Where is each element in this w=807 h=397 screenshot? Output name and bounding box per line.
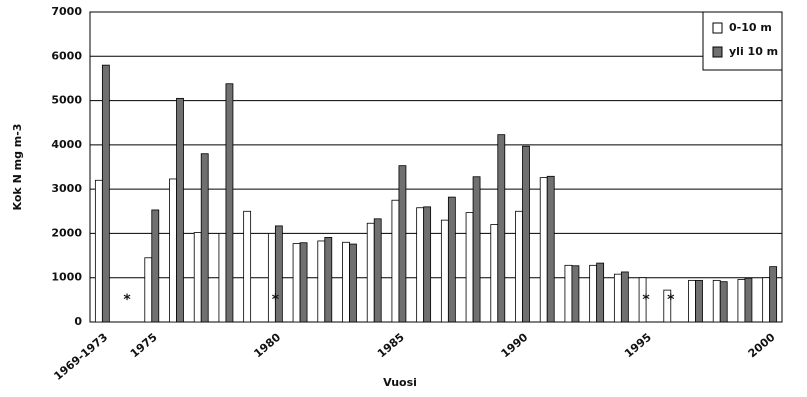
bar bbox=[416, 207, 425, 323]
bar bbox=[200, 153, 209, 323]
bar bbox=[515, 210, 523, 323]
bar bbox=[472, 176, 481, 323]
legend-label: yli 10 m bbox=[729, 45, 778, 58]
annotation: * bbox=[272, 292, 280, 308]
bar bbox=[762, 277, 771, 323]
bar bbox=[193, 232, 202, 323]
bar bbox=[613, 273, 622, 323]
legend-box bbox=[702, 11, 783, 71]
y-tick-label: 3000 bbox=[51, 182, 82, 195]
bar bbox=[490, 224, 499, 323]
x-tick-label: 1990 bbox=[499, 330, 531, 360]
bar bbox=[342, 241, 350, 323]
bar bbox=[596, 262, 605, 323]
legend-label: 0-10 m bbox=[729, 21, 772, 34]
bar bbox=[101, 64, 110, 323]
y-tick-label: 0 bbox=[74, 315, 82, 328]
x-tick-label: 1985 bbox=[375, 331, 407, 361]
y-tick-label: 6000 bbox=[51, 49, 82, 62]
y-tick-label: 4000 bbox=[51, 138, 82, 151]
bar bbox=[176, 97, 184, 323]
x-tick-label: 1969-1973 bbox=[51, 331, 110, 383]
y-tick-label: 7000 bbox=[51, 5, 82, 18]
bar bbox=[218, 233, 227, 323]
x-tick-label: 1975 bbox=[128, 331, 160, 361]
bar bbox=[391, 199, 400, 323]
bar bbox=[589, 264, 598, 323]
bar bbox=[571, 265, 580, 323]
x-axis-label: Vuosi bbox=[383, 376, 417, 389]
bar bbox=[737, 279, 746, 323]
bar bbox=[688, 279, 696, 323]
legend-swatch bbox=[712, 22, 723, 34]
bar bbox=[440, 219, 449, 323]
y-tick-label: 2000 bbox=[51, 226, 82, 239]
bar bbox=[719, 281, 728, 323]
x-tick-label: 1995 bbox=[622, 331, 654, 361]
bar bbox=[522, 145, 530, 323]
bar bbox=[564, 264, 573, 323]
bar bbox=[349, 243, 357, 323]
bar bbox=[447, 196, 456, 323]
bar bbox=[546, 175, 555, 323]
bar bbox=[620, 271, 629, 323]
plot-frame bbox=[89, 11, 783, 323]
bar bbox=[663, 289, 672, 323]
bar bbox=[398, 165, 407, 323]
annotation: * bbox=[123, 292, 131, 308]
bar bbox=[225, 83, 234, 323]
bar bbox=[539, 177, 548, 323]
bar bbox=[712, 279, 721, 323]
y-tick-label: 1000 bbox=[51, 271, 82, 284]
bar bbox=[324, 237, 333, 323]
bar bbox=[94, 179, 103, 323]
bar bbox=[144, 257, 153, 323]
bar bbox=[274, 225, 283, 323]
bar bbox=[423, 206, 432, 323]
annotation: * bbox=[642, 292, 650, 308]
bar bbox=[366, 222, 375, 323]
bar bbox=[744, 277, 753, 323]
legend-swatch bbox=[712, 46, 723, 58]
bar bbox=[465, 212, 474, 323]
bar bbox=[497, 134, 506, 323]
bar bbox=[373, 218, 382, 323]
annotation: * bbox=[667, 292, 675, 308]
bar bbox=[151, 209, 160, 323]
bar bbox=[769, 266, 778, 323]
bar bbox=[317, 240, 326, 323]
bar bbox=[695, 279, 703, 323]
bar bbox=[243, 210, 252, 323]
bar bbox=[292, 243, 301, 323]
bar bbox=[267, 233, 276, 323]
x-tick-label: 2000 bbox=[746, 330, 778, 360]
bar bbox=[169, 178, 177, 323]
y-axis-label: Kok N mg m-3 bbox=[11, 124, 24, 211]
y-tick-label: 5000 bbox=[51, 94, 82, 107]
bar bbox=[299, 242, 308, 323]
x-tick-label: 1980 bbox=[251, 330, 283, 360]
bar bbox=[638, 277, 647, 323]
